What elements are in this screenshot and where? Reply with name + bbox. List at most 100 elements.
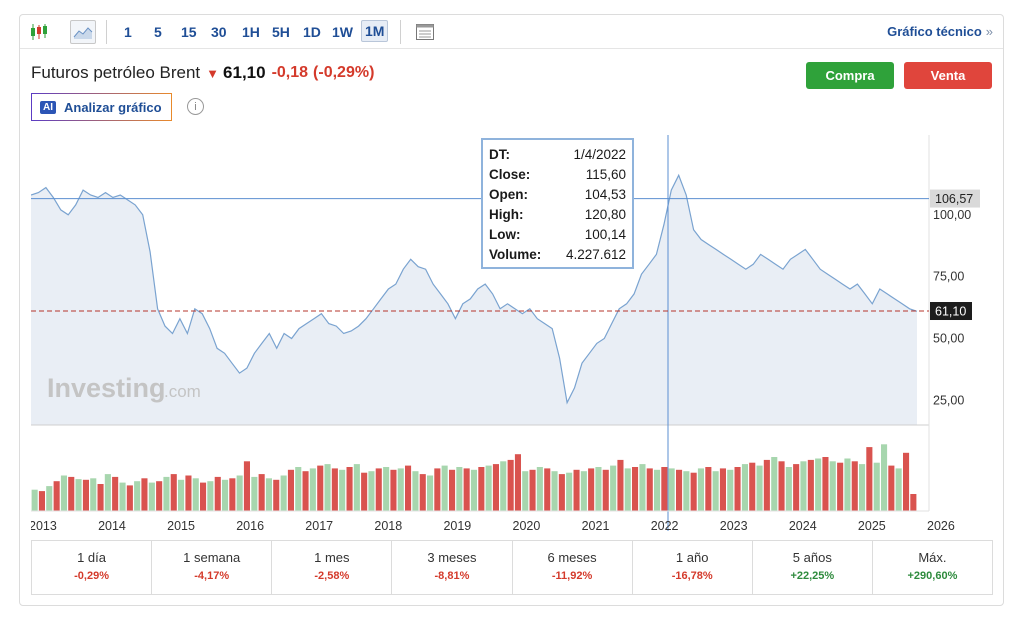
tooltip-key: Low: xyxy=(489,227,521,242)
volume-bar xyxy=(353,464,360,511)
volume-bar xyxy=(734,467,741,511)
perf-3-months[interactable]: 3 meses -8,81% xyxy=(392,541,513,594)
volume-bar xyxy=(265,478,272,511)
timeframe-1h[interactable]: 1H xyxy=(242,24,260,40)
timeframe-15[interactable]: 15 xyxy=(181,24,197,40)
perf-max[interactable]: Máx. +290,60% xyxy=(873,541,992,594)
area-chart-icon[interactable] xyxy=(70,20,96,44)
tooltip-value: 104,53 xyxy=(584,187,626,202)
volume-bar xyxy=(719,468,726,511)
info-icon[interactable]: i xyxy=(187,98,204,115)
volume-bar xyxy=(60,475,67,511)
toolbar-divider xyxy=(106,20,107,44)
volume-bar xyxy=(104,474,111,511)
volume-bar xyxy=(258,474,265,511)
tooltip-key: Close: xyxy=(489,167,531,182)
volume-bar xyxy=(280,475,287,511)
volume-bar xyxy=(778,461,785,511)
volume-bar xyxy=(222,479,229,511)
buy-button[interactable]: Compra xyxy=(806,62,894,89)
volume-bar xyxy=(573,469,580,511)
timeframe-1m[interactable]: 1M xyxy=(361,20,389,42)
volume-bar xyxy=(895,468,902,511)
last-price-tag xyxy=(930,302,972,321)
chart-toolbar: 1 5 15 30 1H 5H 1D 1W 1M Gráfico técnico… xyxy=(20,15,1003,49)
x-tick-label: 2014 xyxy=(98,519,126,533)
volume-bar xyxy=(829,461,836,511)
volume-bar xyxy=(46,486,53,511)
volume-bar xyxy=(68,476,75,511)
technical-chart-link[interactable]: Gráfico técnico» xyxy=(887,24,993,39)
y-tick-label: 50,00 xyxy=(933,331,964,345)
volume-bar xyxy=(514,454,521,511)
y-tick-label: 25,00 xyxy=(933,393,964,407)
table-view-icon[interactable] xyxy=(412,20,438,44)
volume-bar xyxy=(368,471,375,511)
perf-1-day[interactable]: 1 día -0,29% xyxy=(32,541,153,594)
timeframe-5[interactable]: 5 xyxy=(154,24,162,40)
volume-bar xyxy=(478,467,485,511)
volume-bar xyxy=(119,482,126,511)
sell-button[interactable]: Venta xyxy=(904,62,992,89)
price-line xyxy=(31,173,918,405)
tooltip-key: Open: xyxy=(489,187,528,202)
crosshair-price-tag xyxy=(930,189,980,208)
volume-bar xyxy=(500,461,507,511)
volume-bar xyxy=(324,464,331,511)
volume-bar xyxy=(375,468,382,511)
instrument-change: -0,18 xyxy=(271,64,309,81)
volume-bar xyxy=(214,476,221,511)
technical-chart-label: Gráfico técnico xyxy=(887,24,982,39)
toolbar-divider xyxy=(400,20,401,44)
tooltip-row: Close: 115,60 xyxy=(489,165,626,185)
timeframe-30[interactable]: 30 xyxy=(211,24,227,40)
timeframe-1w[interactable]: 1W xyxy=(332,24,353,40)
volume-bar xyxy=(148,482,155,511)
ohlc-tooltip: DT: 1/4/2022 Close: 115,60 Open: 104,53 Hig… xyxy=(481,138,634,269)
volume-bar xyxy=(456,467,463,511)
volume-bar xyxy=(287,469,294,511)
volume-bar xyxy=(178,479,185,511)
volume-bar xyxy=(192,478,199,511)
arrow-down-icon: ▼ xyxy=(206,65,220,81)
volume-bar xyxy=(749,462,756,511)
perf-1-week[interactable]: 1 semana -4,17% xyxy=(152,541,273,594)
volume-bar xyxy=(873,462,880,511)
volume-bar xyxy=(339,469,346,511)
volume-bar xyxy=(317,465,324,511)
volume-bar xyxy=(690,472,697,511)
volume-bar xyxy=(441,465,448,511)
volume-bar xyxy=(405,465,412,511)
candlestick-chart-icon[interactable] xyxy=(26,20,52,44)
volume-bar xyxy=(617,459,624,511)
volume-bar xyxy=(331,468,338,511)
volume-bar xyxy=(112,476,119,511)
perf-value: -16,78% xyxy=(671,570,713,582)
volume-bar xyxy=(712,471,719,511)
timeframe-1d[interactable]: 1D xyxy=(303,24,321,40)
perf-6-months[interactable]: 6 meses -11,92% xyxy=(513,541,633,594)
perf-5-years[interactable]: 5 años +22,25% xyxy=(753,541,873,594)
tooltip-key: Volume: xyxy=(489,247,542,262)
volume-bar xyxy=(851,461,858,511)
analyze-chart-button[interactable]: AI Analizar gráfico xyxy=(31,93,172,121)
instrument-change-pct: (-0,29%) xyxy=(313,64,375,81)
perf-value: -8,81% xyxy=(434,570,470,582)
perf-1-month[interactable]: 1 mes -2,58% xyxy=(272,541,393,594)
price-chart[interactable]: 100,00 75,00 50,00 25,00 106,57 61,10 2013 2014… xyxy=(31,135,991,535)
volume-bar xyxy=(90,478,97,511)
perf-label: 5 años xyxy=(792,550,832,565)
volume-bar xyxy=(859,464,866,511)
x-tick-label: 2016 xyxy=(236,519,264,533)
timeframe-5h[interactable]: 5H xyxy=(272,24,290,40)
x-tick-label: 2017 xyxy=(305,519,333,533)
volume-bar xyxy=(126,485,133,511)
volume-bar xyxy=(463,468,470,511)
perf-1-year[interactable]: 1 año -16,78% xyxy=(633,541,753,594)
perf-label: 1 semana xyxy=(183,550,241,565)
perf-label: 1 año xyxy=(675,550,709,565)
volume-bar xyxy=(741,464,748,511)
x-tick-label: 2013 xyxy=(31,519,57,533)
volume-bar xyxy=(639,464,646,511)
timeframe-1[interactable]: 1 xyxy=(124,24,132,40)
